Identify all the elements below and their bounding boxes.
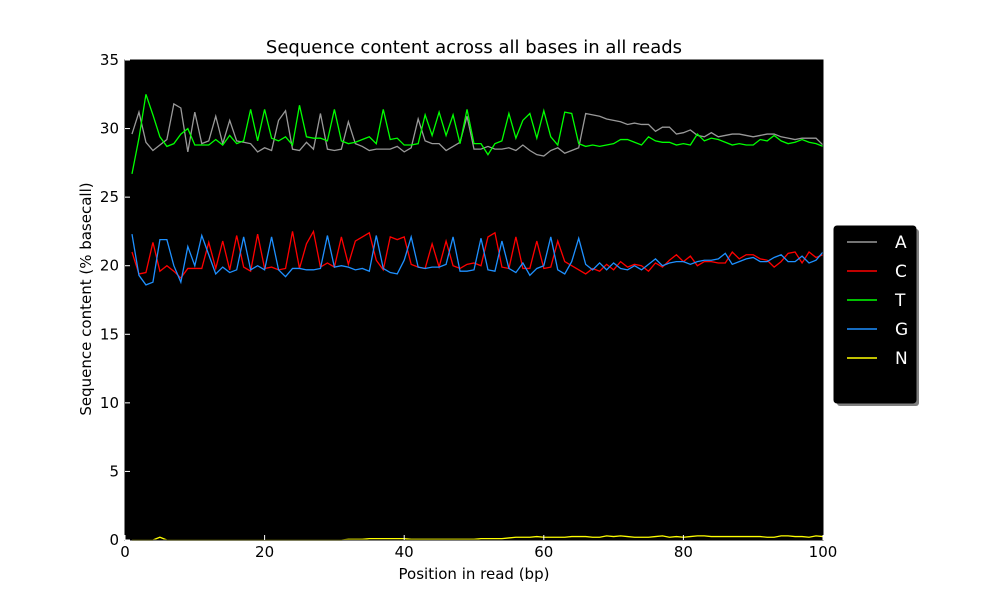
y-tick-label: 0 xyxy=(109,531,119,549)
y-axis: 0 5 10 15 20 25 30 35 xyxy=(100,51,130,549)
x-tick-label: 40 xyxy=(395,543,414,561)
x-tick-label: 80 xyxy=(674,543,693,561)
y-tick-label: 20 xyxy=(100,257,119,275)
series-line-A xyxy=(131,102,824,157)
y-tick-label: 5 xyxy=(109,462,119,480)
legend-label-N: N xyxy=(895,349,908,369)
y-tick-label: 15 xyxy=(100,325,119,343)
legend-label-T: T xyxy=(894,291,906,311)
x-tick-label: 0 xyxy=(120,543,130,561)
y-tick-label: 30 xyxy=(100,120,119,138)
legend-label-G: G xyxy=(895,320,908,340)
legend-label-A: A xyxy=(895,233,907,253)
x-tick-label: 60 xyxy=(534,543,553,561)
y-axis-label: Sequence content (% basecall) xyxy=(77,182,95,415)
legend-label-C: C xyxy=(895,262,907,282)
plot-area xyxy=(125,60,823,540)
y-tick-label: 10 xyxy=(100,394,119,412)
y-tick-label: 25 xyxy=(100,188,119,206)
x-tick-label: 100 xyxy=(809,543,838,561)
plot-frame xyxy=(124,59,824,541)
series-line-G xyxy=(131,233,824,286)
x-axis-label: Position in read (bp) xyxy=(399,565,550,583)
x-axis: 0 20 40 60 80 100 xyxy=(120,535,837,561)
series-line-C xyxy=(131,229,824,280)
chart-title: Sequence content across all bases in all… xyxy=(266,37,682,58)
y-tick-label: 35 xyxy=(100,51,119,69)
x-tick-label: 20 xyxy=(255,543,274,561)
series-line-T xyxy=(131,94,824,174)
